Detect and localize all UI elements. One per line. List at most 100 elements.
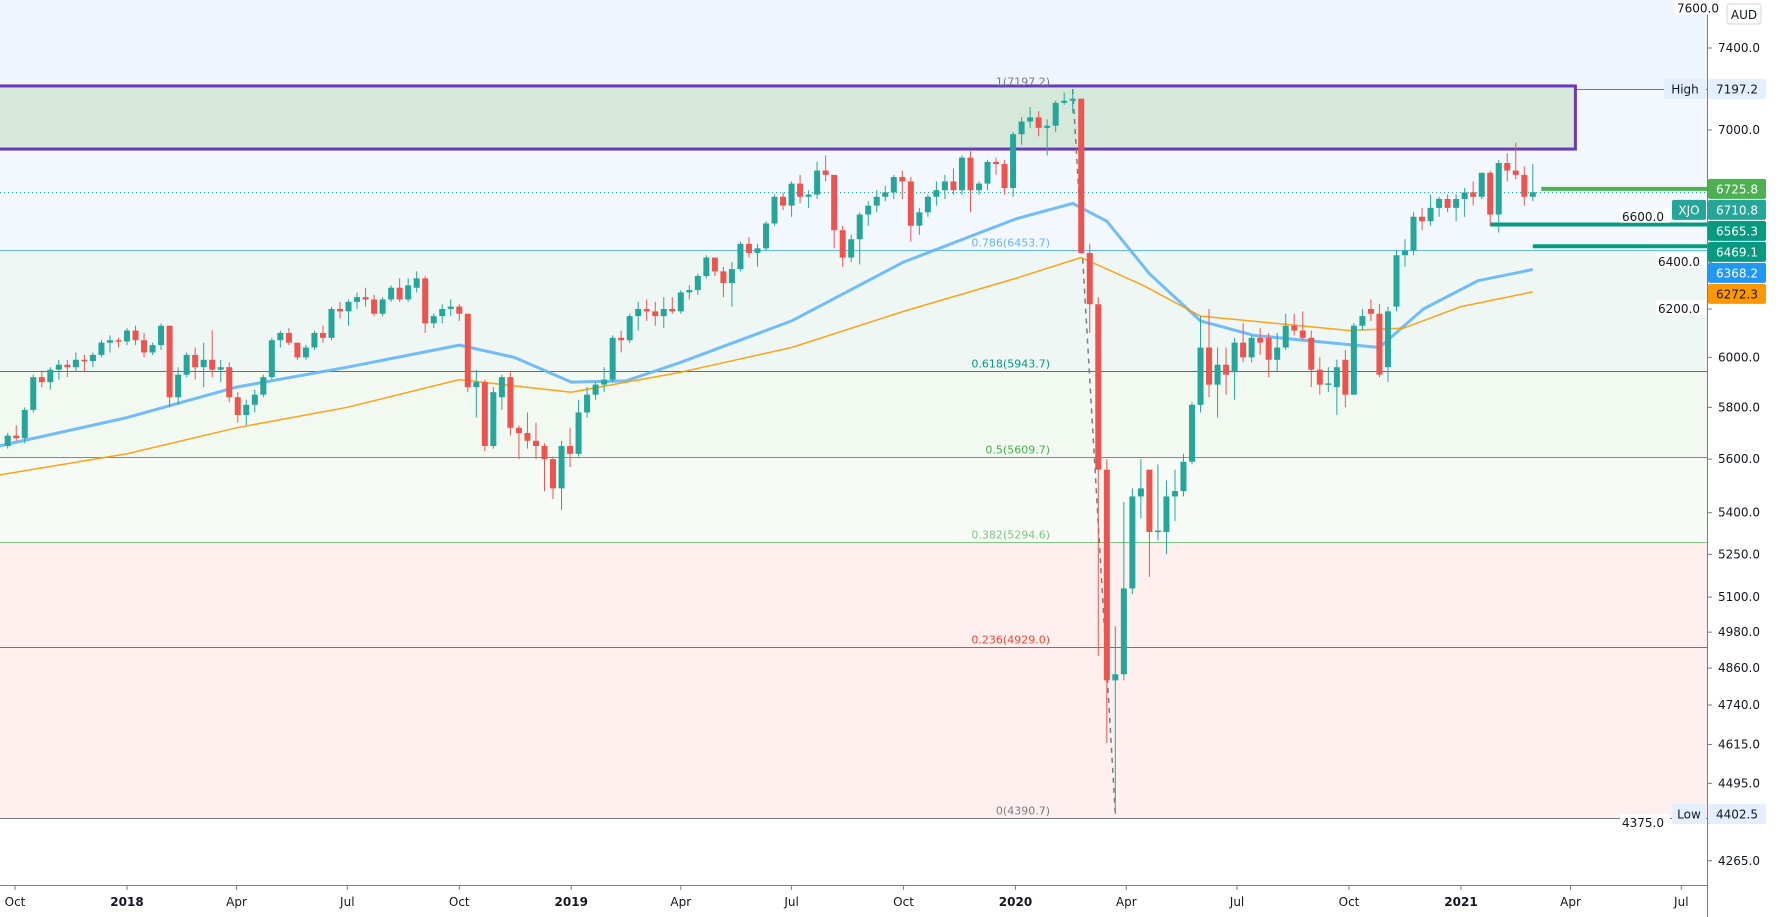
price-tick-label: 4615.0: [1718, 737, 1760, 751]
candle-up: [183, 352, 190, 378]
candle-up: [345, 299, 352, 326]
fib-level-label: 0.382(5294.6): [971, 529, 1050, 542]
candle-up: [1112, 626, 1119, 814]
candle-body: [30, 377, 37, 410]
candle-body: [413, 278, 420, 288]
candle-body: [158, 325, 165, 346]
candle-down: [481, 379, 488, 452]
candle-down: [294, 342, 301, 360]
candle-body: [1487, 172, 1494, 215]
candle-down: [1367, 299, 1374, 321]
price-axis[interactable]: 7600.0 7400.0 7000.0 6600.0 6400.0 6200.0 6000…: [1620, 0, 1760, 868]
candle-down: [1419, 207, 1426, 231]
candle-body: [1495, 162, 1502, 215]
candle-up: [498, 374, 505, 410]
time-axis-background[interactable]: [0, 885, 1707, 917]
candle-body: [728, 269, 735, 284]
candle-down: [1086, 243, 1093, 333]
fib-level-label: 0.618(5943.7): [971, 358, 1050, 371]
currency-button[interactable]: AUD: [1726, 3, 1762, 25]
candle-up: [200, 342, 207, 388]
candle-down: [899, 170, 906, 199]
candle-up: [1453, 194, 1460, 222]
candle-up: [260, 374, 267, 398]
candle-down: [1146, 469, 1153, 577]
fib-level-label: 0.5(5609.7): [985, 444, 1050, 457]
candle-body: [618, 337, 625, 341]
price-tick-label: 4740.0: [1718, 698, 1760, 712]
price-tick-label-background: [1620, 814, 1670, 830]
resistance-zone[interactable]: [0, 84, 1707, 815]
candle-body: [1129, 496, 1136, 589]
candle-body: [1478, 172, 1485, 197]
candle-down: [1001, 159, 1008, 195]
candle-body: [21, 409, 28, 439]
candle-up: [490, 387, 497, 449]
candle-down: [1487, 170, 1494, 226]
candle-body: [1035, 117, 1042, 128]
candle-down: [464, 313, 471, 393]
candlestick-series: [4, 88, 1536, 814]
candle-body: [780, 196, 787, 206]
candle-down: [1265, 332, 1272, 378]
candle-up: [311, 330, 318, 350]
candle-down: [234, 392, 241, 423]
fibonacci-labels: 1(7197.2) 0.786(6453.7) 0.618(5943.7) 0.5(5…: [971, 76, 1050, 818]
price-badge: 6725.8: [1708, 178, 1766, 199]
candle-down: [515, 425, 522, 460]
price-tick-label: 5600.0: [1718, 452, 1760, 466]
candle-up: [106, 335, 113, 353]
candle-up: [354, 292, 361, 309]
price-badge-tag-box: [1672, 199, 1706, 220]
price-badge: 7197.2 High: [1664, 78, 1766, 99]
candle-up: [158, 323, 165, 350]
candle-body: [1248, 337, 1255, 358]
candle-body: [592, 384, 599, 395]
candle-down: [337, 301, 343, 319]
candle-body: [1146, 469, 1153, 532]
candle-up: [1436, 196, 1443, 217]
candle-up: [1282, 313, 1289, 350]
candle-up: [1333, 359, 1340, 415]
candle-body: [1061, 100, 1068, 103]
candle-body: [1512, 170, 1519, 175]
candle-down: [839, 225, 846, 267]
time-tick-label: Apr: [670, 895, 691, 909]
time-axis[interactable]: Oct 2018 Apr Jul Oct 2019 Apr Jul Oct 2020 Apr Jul O…: [5, 885, 1689, 909]
price-tick-label: 5250.0: [1718, 547, 1760, 561]
candle-up: [98, 340, 105, 358]
candle-body: [550, 459, 556, 489]
candle-up: [856, 212, 863, 265]
candle-up: [1214, 347, 1221, 418]
candle-body: [703, 257, 710, 277]
candle-up: [243, 399, 250, 426]
candle-body: [234, 397, 241, 415]
time-tick-label: Jul: [1673, 895, 1688, 909]
candle-down: [1103, 459, 1110, 743]
candle-down: [1240, 323, 1247, 363]
candle-up: [1478, 172, 1485, 199]
candle-body: [660, 308, 667, 317]
candle-body: [89, 354, 96, 362]
price-tick-label-background: [1656, 299, 1706, 315]
candle-body: [4, 435, 11, 446]
candle-down: [422, 276, 429, 333]
candle-down: [1206, 308, 1213, 398]
candle-up: [30, 374, 37, 413]
candle-body: [200, 359, 207, 368]
candle-up: [1129, 488, 1136, 595]
candle-body: [1027, 117, 1034, 122]
candle-body: [1436, 198, 1443, 208]
currency-label: AUD: [1731, 8, 1757, 22]
candle-down: [1316, 357, 1323, 395]
candle-body: [1427, 207, 1434, 222]
zone-above-high: [0, 0, 1707, 89]
candle-body: [1078, 98, 1085, 253]
price-axis-background[interactable]: [1707, 0, 1781, 917]
candle-up: [1018, 117, 1025, 145]
candle-body: [720, 271, 727, 284]
horizontal-rays[interactable]: [1490, 186, 1707, 249]
candle-down: [1342, 349, 1349, 408]
candle-up: [1154, 464, 1161, 541]
